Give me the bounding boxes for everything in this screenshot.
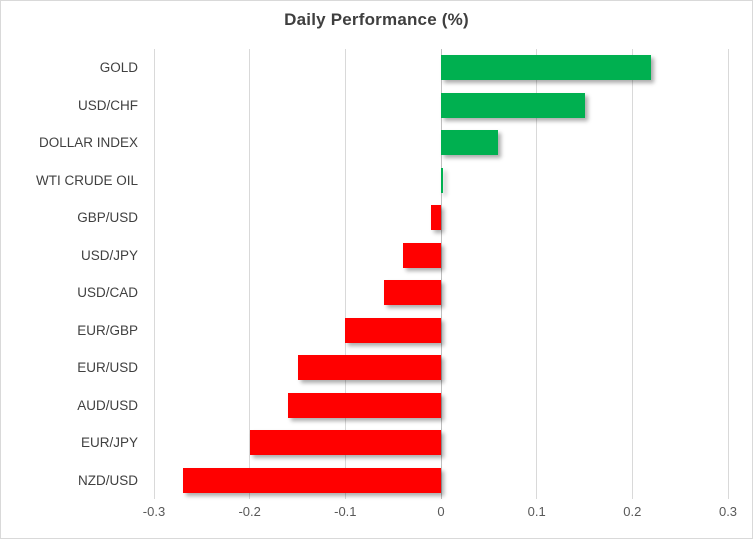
x-tick-label: 0 — [437, 504, 445, 519]
bar-usd-jpy — [402, 242, 441, 268]
category-label-usd-jpy: USD/JPY — [80, 247, 138, 263]
chart-title: Daily Performance (%) — [284, 10, 469, 29]
category-label-gold: GOLD — [99, 60, 138, 75]
category-label-usd-chf: USD/CHF — [78, 97, 138, 113]
x-tick-label: 0.3 — [718, 504, 738, 519]
bar-eur-jpy — [249, 430, 441, 456]
x-tick-label: 0.1 — [527, 504, 546, 519]
bar-usd-cad — [383, 280, 441, 306]
category-label-eur-gbp: EUR/GBP — [77, 322, 138, 338]
gridline — [344, 49, 346, 499]
category-label-eur-jpy: EUR/JPY — [80, 435, 138, 450]
gridline — [631, 49, 633, 499]
x-tick-label: 0.2 — [623, 504, 642, 519]
category-label-gbp-usd: GBP/USD — [77, 210, 138, 225]
zero-axis-line — [440, 49, 442, 499]
bar-dollar-index — [441, 130, 499, 156]
gridline — [249, 49, 251, 499]
bar-aud-usd — [287, 392, 441, 418]
value-axis: -0.3 -0.2 -0.1 0 0.1 0.2 0.3 — [1, 504, 752, 526]
bar-nzd-usd — [182, 467, 441, 493]
category-label-aud-usd: AUD/USD — [77, 397, 138, 413]
bar-eur-usd — [297, 355, 441, 381]
gridline — [536, 49, 538, 499]
plot-area — [153, 49, 729, 499]
gridline — [153, 49, 155, 499]
x-tick-label: -0.3 — [142, 504, 166, 519]
category-label-eur-usd: EUR/USD — [77, 360, 138, 375]
category-label-nzd-usd: NZD/USD — [78, 472, 138, 488]
bar-wti-crude-oil — [441, 167, 443, 193]
category-label-dollar-index: DOLLAR INDEX — [38, 135, 138, 150]
bar-eur-gbp — [345, 317, 441, 343]
gridline — [727, 49, 729, 499]
bar-usd-chf — [441, 92, 585, 118]
x-tick-label: -0.1 — [334, 504, 357, 519]
bar-gold — [441, 55, 652, 81]
category-label-usd-cad: USD/CAD — [77, 285, 138, 300]
bar-gbp-usd — [431, 205, 441, 231]
category-label-wti-crude-oil: WTI CRUDE OIL — [35, 172, 138, 188]
x-tick-label: -0.2 — [238, 504, 261, 519]
category-axis: GOLD USD/CHF DOLLAR INDEX WTI CRUDE OIL GBP/… — [1, 49, 141, 499]
